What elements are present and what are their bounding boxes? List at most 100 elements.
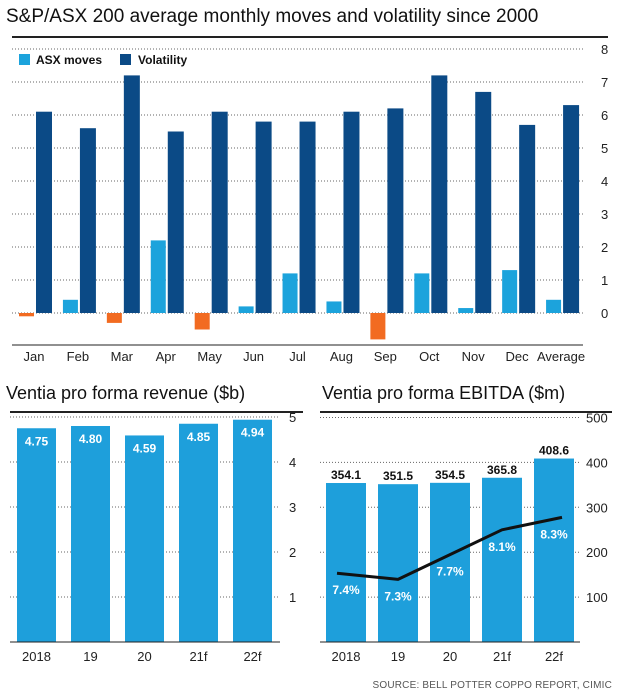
volatility-bar: [387, 108, 404, 314]
legend-asx-swatch: [19, 54, 30, 65]
revenue-bar: [125, 435, 164, 642]
asx-moves-bar: [106, 313, 122, 323]
volatility-bar: [36, 111, 52, 313]
chart1-x-tick: Dec: [506, 349, 530, 364]
chart2-y-tick: 5: [289, 410, 296, 425]
chart1-y-tick: 1: [601, 273, 608, 288]
volatility-bar: [343, 111, 360, 313]
revenue-bar: [179, 423, 218, 642]
chart1-y-tick: 6: [601, 108, 608, 123]
revenue-value-label: 4.80: [79, 432, 103, 446]
chart1-x-tick: Oct: [419, 349, 440, 364]
ebitda-bar: [482, 477, 522, 642]
volatility-bar: [211, 111, 228, 313]
chart1-x-tick: Mar: [111, 349, 134, 364]
chart1-x-tick: Nov: [462, 349, 486, 364]
volatility-bar: [431, 75, 448, 314]
chart1-x-tick: Jan: [23, 349, 44, 364]
legend-volatility-swatch: [120, 54, 131, 65]
volatility-bar: [123, 75, 140, 314]
ebitda-bar: [326, 483, 366, 642]
ebitda-bar: [534, 458, 574, 642]
ebitda-margin-label: 8.1%: [488, 540, 516, 554]
ebitda-value-label: 354.5: [435, 468, 465, 482]
ebitda-margin-label: 8.3%: [540, 527, 568, 541]
ebitda-bar: [378, 484, 418, 642]
chart1-x-tick: Average: [537, 349, 585, 364]
volatility-bar: [255, 121, 272, 313]
chart3-y-tick: 400: [586, 455, 608, 470]
volatility-bar: [475, 91, 492, 314]
chart1-x-tick: Aug: [330, 349, 353, 364]
ebitda-value-label: 351.5: [383, 469, 413, 483]
chart1-y-tick: 3: [601, 207, 608, 222]
chart3-x-tick: 2018: [332, 649, 361, 664]
asx-moves-bar: [194, 313, 210, 330]
chart1-x-tick: May: [197, 349, 222, 364]
ebitda-value-label: 365.8: [487, 463, 517, 477]
chart3-y-tick: 100: [586, 590, 608, 605]
chart1-y-tick: 2: [601, 240, 608, 255]
revenue-bar: [17, 428, 56, 642]
chart2-y-tick: 4: [289, 455, 296, 470]
ebitda-margin-label: 7.3%: [384, 589, 412, 603]
chart3-y-tick: 300: [586, 500, 608, 515]
asx-moves-bar: [546, 299, 562, 313]
chart2-y-tick: 3: [289, 500, 296, 515]
source-note: SOURCE: BELL POTTER COPPO REPORT, CIMIC: [372, 680, 612, 691]
main-chart-title: S&P/ASX 200 average monthly moves and vo…: [6, 6, 539, 27]
chart1-y-tick: 8: [601, 42, 608, 57]
chart1-y-tick: 4: [601, 174, 608, 189]
ebitda-chart-title: Ventia pro forma EBITDA ($m): [322, 383, 566, 403]
asx-moves-bar: [150, 240, 166, 313]
chart1-x-tick: Apr: [156, 349, 177, 364]
asx-moves-bar: [458, 308, 474, 313]
revenue-value-label: 4.85: [187, 430, 211, 444]
asx-moves-bar: [326, 301, 342, 313]
chart3-y-tick: 200: [586, 545, 608, 560]
chart2-x-tick: 19: [83, 649, 97, 664]
chart2-x-tick: 2018: [22, 649, 51, 664]
ebitda-value-label: 408.6: [539, 444, 569, 458]
chart1-y-tick: 5: [601, 141, 608, 156]
chart3-x-tick: 21f: [493, 649, 511, 664]
asx-moves-bar: [370, 313, 386, 340]
ebitda-value-label: 354.1: [331, 468, 361, 482]
chart3-x-tick: 19: [391, 649, 405, 664]
chart2-x-tick: 21f: [189, 649, 207, 664]
volatility-bar: [79, 128, 96, 313]
revenue-value-label: 4.94: [241, 426, 265, 440]
chart3-y-tick: 500: [586, 411, 608, 426]
chart1-y-tick: 0: [601, 306, 608, 321]
ebitda-margin-label: 7.4%: [332, 583, 360, 597]
revenue-value-label: 4.75: [25, 434, 49, 448]
volatility-bar: [299, 121, 316, 313]
volatility-bar: [519, 124, 536, 314]
volatility-bar: [563, 105, 580, 313]
legend-volatility-label: Volatility: [138, 53, 187, 67]
asx-moves-bar: [414, 273, 430, 313]
volatility-bar: [167, 131, 184, 313]
ebitda-margin-label: 7.7%: [436, 565, 464, 579]
asx-moves-bar: [282, 273, 298, 313]
chart1-x-tick: Feb: [67, 349, 89, 364]
chart2-x-tick: 22f: [243, 649, 261, 664]
revenue-value-label: 4.59: [133, 441, 157, 455]
revenue-bar: [233, 419, 272, 642]
chart2-y-tick: 2: [289, 545, 296, 560]
chart3-x-tick: 22f: [545, 649, 563, 664]
chart1-y-tick: 7: [601, 75, 608, 90]
chart1-x-tick: Jun: [243, 349, 264, 364]
revenue-bar: [71, 426, 110, 642]
asx-moves-bar: [502, 270, 518, 313]
legend-asx-label: ASX moves: [36, 53, 102, 67]
asx-moves-bar: [62, 299, 78, 313]
ebitda-margin-line: [336, 515, 563, 581]
revenue-chart-title: Ventia pro forma revenue ($b): [6, 383, 246, 403]
asx-moves-bar: [238, 306, 254, 313]
chart1-x-tick: Jul: [289, 349, 306, 364]
chart2-x-tick: 20: [137, 649, 151, 664]
chart3-x-tick: 20: [443, 649, 457, 664]
